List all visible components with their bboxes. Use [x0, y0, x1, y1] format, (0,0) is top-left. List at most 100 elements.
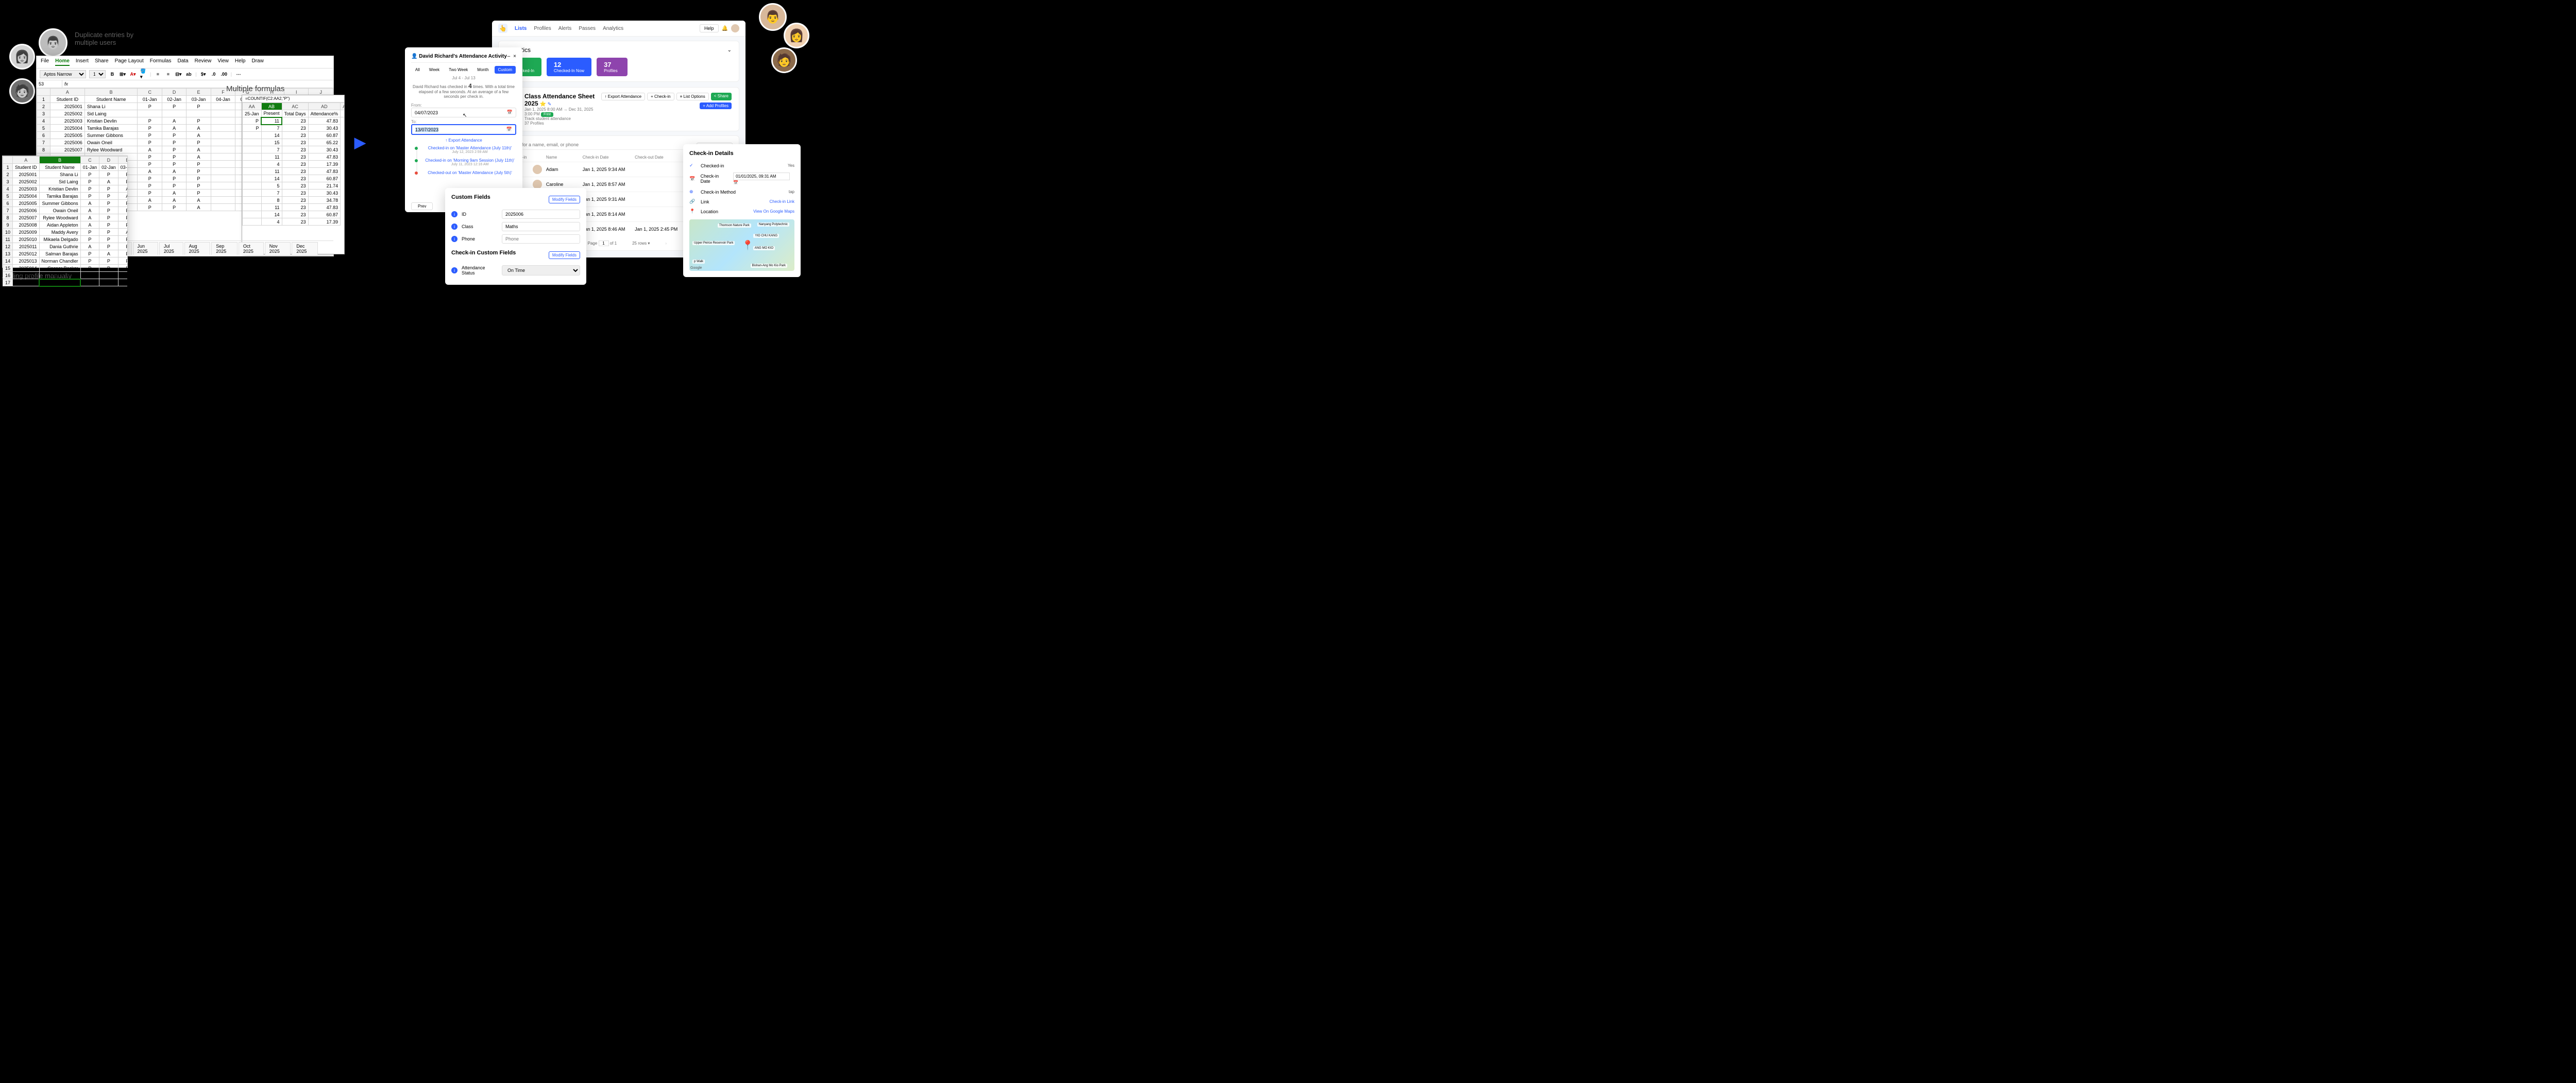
font-color-btn[interactable]: A▾ — [129, 71, 137, 78]
formula-input[interactable] — [70, 83, 333, 85]
map-label: ANG MO KIO — [753, 246, 775, 250]
user-avatar-nav[interactable] — [731, 24, 739, 32]
excel-split-pane: =COUNTIF(C2:AA2,"P") AAABACADAE25-JanPre… — [242, 95, 345, 254]
sheet-dates: Jan 1, 2025 8:00 AM → Dec 31, 2025 3:00 … — [524, 107, 593, 116]
tab-all[interactable]: All — [412, 66, 423, 74]
formula-bar: 53 fx — [37, 80, 333, 88]
pager-next[interactable]: › — [665, 241, 667, 246]
help-btn[interactable]: Help — [700, 24, 719, 32]
close-icon[interactable]: × — [513, 54, 516, 59]
ribbon-tabs: File Home Insert Share Page Layout Formu… — [37, 56, 333, 68]
activity-title: David Richard's Attendance Activity — [419, 54, 507, 59]
nav-lists[interactable]: Lists — [515, 26, 527, 31]
tab-twoweek[interactable]: Two Week — [445, 66, 471, 74]
export-link[interactable]: ↑ Export Attendance — [411, 138, 516, 143]
bold-btn[interactable]: B — [109, 71, 116, 78]
tab-draw[interactable]: Draw — [251, 58, 263, 66]
modify-fields-btn[interactable]: Modify Fields — [549, 196, 580, 203]
tab-formulas[interactable]: Formulas — [150, 58, 172, 66]
custom-fields-panel: Custom Fields Modify Fields iIDiClassiPh… — [445, 188, 586, 285]
toolbar: Aptos Narrow 11 B ⊞▾ A▾ 🪣▾ | ≡ ≡ ⊟▾ ab |… — [37, 68, 333, 80]
fill-btn[interactable]: 🪣▾ — [140, 71, 147, 78]
cell-ref[interactable]: 53 — [37, 80, 62, 88]
minimize-icon[interactable]: – — [507, 54, 511, 59]
map-label: Bishan-Ang Mo Kio Park — [751, 264, 787, 268]
export-btn[interactable]: ↑ Export Attendance — [601, 93, 646, 100]
prev-btn[interactable]: Prev — [411, 202, 433, 210]
decimal-dec-btn[interactable]: .00 — [221, 71, 228, 78]
edit-icon[interactable]: ✎ — [548, 101, 552, 107]
avatar-user-2: 👩 — [9, 44, 35, 70]
map[interactable]: 📍 Thomson Nature Park Nanyang Polytechni… — [689, 219, 794, 271]
wrap-btn[interactable]: ab — [185, 71, 192, 78]
activity-tabs: All Week Two Week Month Custom — [411, 66, 516, 74]
cd-title: Check-in Details — [689, 150, 794, 157]
to-date-input[interactable]: 13/07/2023📅 — [411, 124, 516, 135]
cf-title: Custom Fields — [451, 194, 490, 200]
search-input[interactable] — [505, 140, 691, 150]
checkin-details-panel: Check-in Details ✓Checked-inYes📅Check-in… — [683, 144, 801, 277]
tab-data[interactable]: Data — [177, 58, 188, 66]
analytics-panel: Analytics ⌄ 12Checked-In12Checked-In Now… — [498, 41, 739, 82]
checkin-btn[interactable]: + Check-in — [647, 93, 674, 100]
stat-cards: 12Checked-In12Checked-In Now37Profiles — [506, 58, 732, 76]
nav-analytics[interactable]: Analytics — [603, 26, 623, 31]
sheet-header: Class Attendance Sheet 2025 ⭐ ✎ Jan 1, 2… — [498, 87, 739, 131]
tab-home[interactable]: Home — [55, 58, 70, 66]
tab-week[interactable]: Week — [426, 66, 443, 74]
map-label: p Walk — [692, 260, 705, 264]
avatar-user-1: 👨 — [39, 28, 67, 57]
avatar-color-1: 👨 — [759, 3, 787, 31]
page-input[interactable] — [599, 240, 609, 246]
tab-file[interactable]: File — [41, 58, 49, 66]
notif-icon[interactable]: 🔔 — [722, 26, 728, 31]
modify-fields-btn-2[interactable]: Modify Fields — [549, 251, 580, 259]
tab-insert[interactable]: Insert — [76, 58, 89, 66]
tab-page-layout[interactable]: Page Layout — [115, 58, 144, 66]
to-label: To: — [411, 119, 516, 124]
avatar-color-3: 🧑 — [771, 47, 797, 73]
font-size-select[interactable]: 11 — [89, 70, 106, 78]
app-nav: 👆 Lists Profiles Alerts Passes Analytics… — [492, 21, 745, 37]
star-icon[interactable]: ⭐ — [539, 101, 546, 107]
sheet-count: 37 Profiles — [524, 121, 596, 126]
tab-month[interactable]: Month — [473, 66, 492, 74]
google-logo: Google — [690, 266, 702, 270]
status-select[interactable]: On Time — [502, 265, 580, 276]
border-btn[interactable]: ⊞▾ — [119, 71, 126, 78]
cd-rows: ✓Checked-inYes📅Check-in Date 📅⊕Check-in … — [689, 161, 794, 216]
page-label: Page — [588, 241, 598, 246]
app-logo-icon: 👆 — [498, 24, 507, 33]
currency-btn[interactable]: $▾ — [200, 71, 207, 78]
align-center-btn[interactable]: ≡ — [164, 71, 172, 78]
chevron-down-icon[interactable]: ⌄ — [727, 47, 732, 53]
activity-panel: 👤 David Richard's Attendance Activity –×… — [405, 47, 522, 212]
calendar-icon-2: 📅 — [506, 127, 512, 132]
calendar-icon: 📅 — [507, 110, 513, 115]
spreadsheet-grid-front[interactable]: ABCDE1Student IDStudent Name01-Jan02-Jan… — [3, 156, 127, 287]
map-label: YIO CHU KANG — [753, 234, 779, 238]
tab-share[interactable]: Share — [95, 58, 109, 66]
tab-custom[interactable]: Custom — [495, 66, 516, 74]
cursor-icon: ↖ — [463, 113, 467, 118]
align-left-btn[interactable]: ≡ — [154, 71, 161, 78]
sheet-title: Class Attendance Sheet 2025 — [524, 93, 595, 107]
share-btn[interactable]: < Share — [711, 93, 732, 100]
more-btn[interactable]: ⋯ — [235, 71, 242, 78]
add-profiles-btn[interactable]: + Add Profiles — [700, 102, 732, 109]
rows-select[interactable]: 25 rows — [632, 241, 647, 246]
nav-alerts[interactable]: Alerts — [558, 26, 572, 31]
formula-text: =COUNTIF(C2:AA2,"P") — [242, 95, 344, 102]
map-label: Nanyang Polytechnic — [757, 222, 789, 227]
tab-view[interactable]: View — [217, 58, 229, 66]
font-select[interactable]: Aptos Narrow — [40, 70, 86, 78]
list-options-btn[interactable]: ≡ List Options — [676, 93, 709, 100]
tab-help[interactable]: Help — [235, 58, 246, 66]
merge-btn[interactable]: ⊟▾ — [175, 71, 182, 78]
annotation-duplicate: Duplicate entries by multiple users — [75, 31, 133, 46]
decimal-inc-btn[interactable]: .0 — [210, 71, 217, 78]
nav-profiles[interactable]: Profiles — [534, 26, 551, 31]
nav-passes[interactable]: Passes — [579, 26, 596, 31]
tab-review[interactable]: Review — [195, 58, 212, 66]
activity-summary: David Richard has checked in 4 times. Wi… — [411, 82, 516, 99]
